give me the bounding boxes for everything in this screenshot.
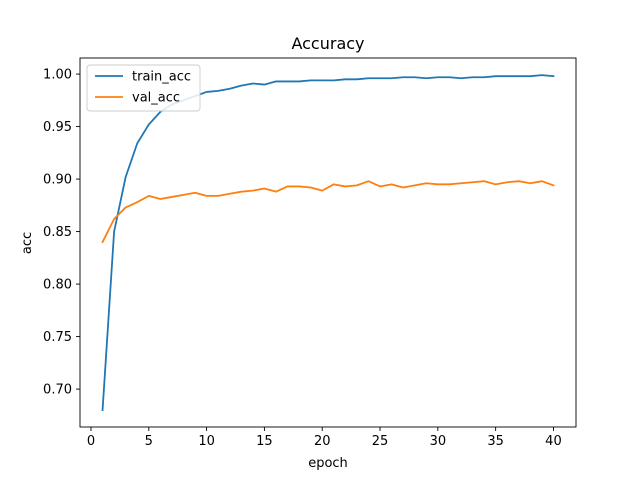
x-tick-label: 15 <box>256 434 273 449</box>
x-tick-label: 5 <box>145 434 153 449</box>
legend-label-val_acc: val_acc <box>132 91 180 106</box>
y-tick-label: 0.95 <box>43 120 72 135</box>
x-tick-label: 10 <box>198 434 215 449</box>
x-tick-label: 0 <box>87 434 95 449</box>
x-axis-title: epoch <box>308 456 348 471</box>
legend-label-train_acc: train_acc <box>132 70 191 85</box>
y-tick-label: 0.70 <box>43 383 72 398</box>
y-tick-label: 0.80 <box>43 278 72 293</box>
plot-area: 0 5 10 15 20 25 30 35 40 0.70 0.75 0.80 0.85 0.90 0.95… <box>43 57 577 449</box>
x-tick-label: 35 <box>487 434 504 449</box>
series-line-val_acc <box>101 180 555 244</box>
y-axis-title: acc <box>20 232 35 254</box>
y-tick-label: 0.90 <box>43 173 72 188</box>
y-tick-label: 1.00 <box>43 68 72 83</box>
y-tick-label: 0.85 <box>43 225 72 240</box>
x-tick-label: 30 <box>430 434 447 449</box>
x-tick-label: 40 <box>545 434 562 449</box>
x-tick-label: 25 <box>372 434 389 449</box>
x-tick-label: 20 <box>314 434 331 449</box>
chart-title: Accuracy <box>291 34 364 53</box>
axes-frame <box>79 57 577 428</box>
y-tick-label: 0.75 <box>43 330 72 345</box>
